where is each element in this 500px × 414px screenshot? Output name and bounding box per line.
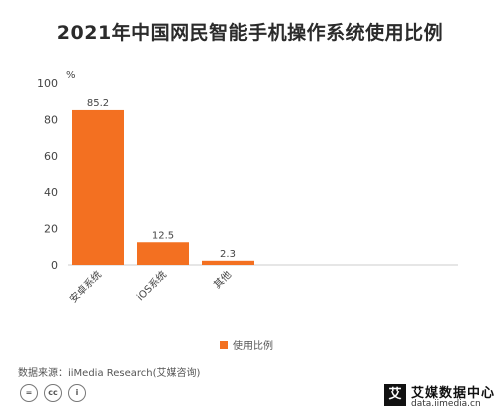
- license-icons: = cc i: [20, 384, 86, 402]
- brand-name: 艾媒数据中心: [411, 386, 496, 401]
- source-note: 数据来源：iiMedia Research(艾媒咨询): [18, 368, 201, 379]
- cc-icon: cc: [44, 384, 62, 402]
- bars: 85.2 12.5 2.3: [72, 98, 254, 265]
- bar: [72, 109, 124, 265]
- data-label: 12.5: [152, 230, 174, 241]
- y-tick-label: 20: [44, 223, 58, 236]
- info-icon: i: [68, 384, 86, 402]
- x-axis-labels: 安卓系统 iOS系统 其他: [67, 268, 234, 305]
- x-tick-label: iOS系统: [134, 268, 169, 303]
- y-tick-label: 100: [37, 77, 58, 90]
- brand-logo: 艾: [384, 384, 406, 406]
- y-unit-label: %: [66, 70, 76, 81]
- x-tick-label: 其他: [211, 268, 234, 291]
- y-tick-label: 80: [44, 113, 58, 126]
- y-tick-label: 40: [44, 186, 58, 199]
- x-tick-label: 安卓系统: [67, 268, 104, 305]
- legend: 使用比例: [220, 337, 273, 352]
- legend-swatch: [220, 340, 228, 349]
- legend-label: 使用比例: [233, 341, 273, 352]
- brand: 艾 艾媒数据中心 data.iimedia.cn: [384, 382, 496, 412]
- bar: [137, 242, 189, 265]
- chart-title: 2021年中国网民智能手机操作系统使用比例: [56, 22, 444, 44]
- data-label: 85.2: [87, 98, 109, 109]
- equal-icon: =: [20, 384, 38, 402]
- data-label: 2.3: [220, 249, 236, 260]
- y-tick-label: 60: [44, 150, 58, 163]
- brand-url: data.iimedia.cn: [411, 399, 481, 409]
- y-axis: 0 20 40 60 80 100: [37, 77, 58, 272]
- y-tick-label: 0: [51, 259, 58, 272]
- bar: [202, 260, 254, 265]
